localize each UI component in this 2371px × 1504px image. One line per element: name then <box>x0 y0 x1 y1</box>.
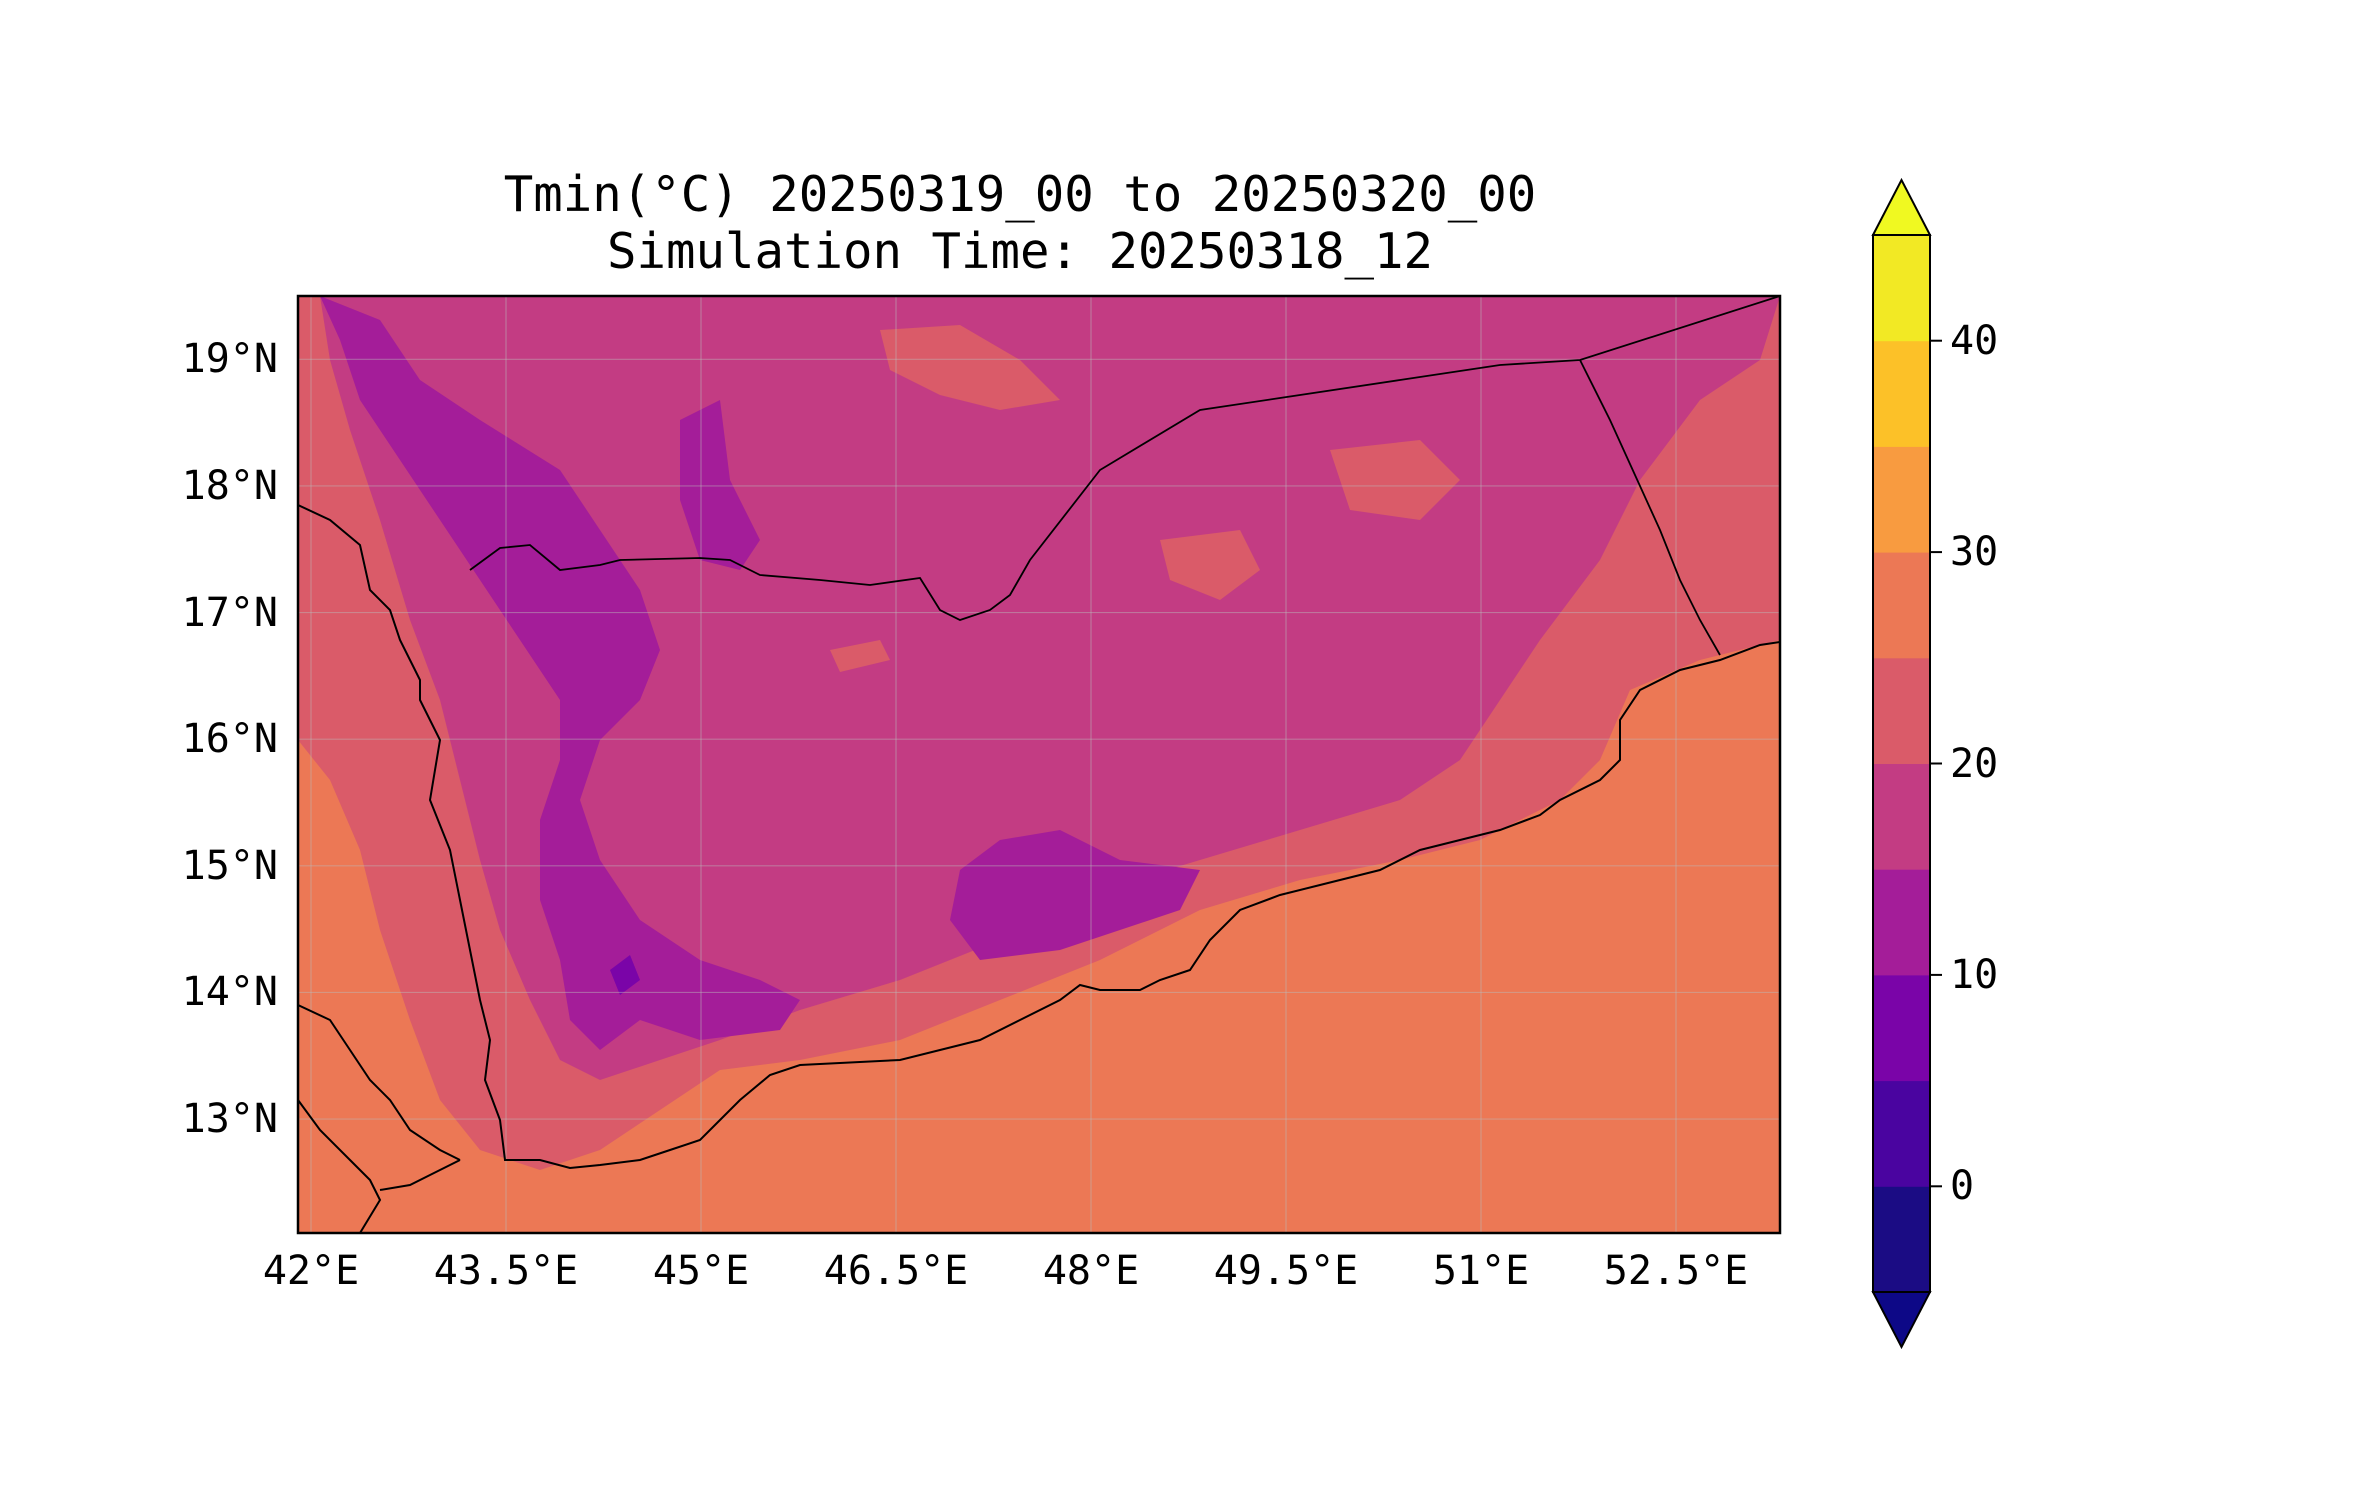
gridlines <box>298 296 1780 1233</box>
colorbar-segment <box>1873 340 1930 447</box>
lat-tick-label: 13°N <box>181 1096 278 1143</box>
colorbar-segment <box>1873 446 1930 553</box>
lat-tick-label: 18°N <box>181 462 278 509</box>
colorbar-tick-label: 20 <box>1950 740 1999 787</box>
lat-tick-label: 17°N <box>181 589 278 636</box>
lon-tick-label: 52.5°E <box>1603 1248 1749 1294</box>
colorbar-segment <box>1873 235 1930 342</box>
lat-tick-label: 15°N <box>181 842 278 889</box>
lon-tick-label: 43.5°E <box>433 1248 579 1294</box>
border-yemen-saudi-arabia <box>469 296 1780 621</box>
highland-region <box>320 296 800 1050</box>
lon-tick-label: 49.5°E <box>1213 1248 1359 1294</box>
lon-tick-label: 45°E <box>652 1248 750 1294</box>
lowland-region <box>1330 440 1460 520</box>
colorbar-segment <box>1873 552 1930 659</box>
lon-tick-label: 46.5°E <box>823 1248 969 1294</box>
coastline-horn-of-africa <box>298 1004 461 1233</box>
colorbar-tick-label: 30 <box>1950 529 1999 576</box>
highland-region <box>950 830 1200 960</box>
map-frame <box>296 294 1782 1235</box>
colorbar <box>1871 177 1942 1350</box>
lowland-region <box>830 640 890 672</box>
chart-title: Tmin(°C) 20250319_00 to 20250320_00 <box>503 166 1537 223</box>
colorbar-segment <box>1873 869 1930 976</box>
peak-region <box>610 955 640 995</box>
colorbar-segment <box>1873 657 1930 764</box>
colorbar-extend-over <box>1871 177 1932 236</box>
colorbar-tick-label: 0 <box>1950 1163 1975 1210</box>
colorbar-extend-under <box>1871 1291 1932 1350</box>
highland-region <box>680 400 760 570</box>
border-yemen-oman <box>1579 359 1721 656</box>
lon-tick-label: 48°E <box>1042 1248 1140 1294</box>
lat-tick-label: 16°N <box>181 716 278 763</box>
lat-tick-label: 14°N <box>181 969 278 1016</box>
chart-subtitle: Simulation Time: 20250318_12 <box>606 223 1433 280</box>
colorbar-tick-label: 10 <box>1950 951 1999 998</box>
colorbar-segment <box>1873 1186 1930 1293</box>
colorbar-segment <box>1873 1080 1930 1187</box>
coastline-red-sea <box>298 504 520 1161</box>
lat-tick-label: 19°N <box>181 336 278 383</box>
lon-tick-label: 51°E <box>1432 1248 1530 1294</box>
coastline-gulf-of-aden <box>505 641 1780 1170</box>
lowland-region <box>1160 530 1260 600</box>
lowland-region <box>880 325 1060 410</box>
colorbar-segment <box>1873 974 1930 1082</box>
lon-tick-label: 42°E <box>262 1248 360 1294</box>
colorbar-tick-label: 40 <box>1950 317 1999 364</box>
colorbar-segment <box>1873 763 1930 870</box>
